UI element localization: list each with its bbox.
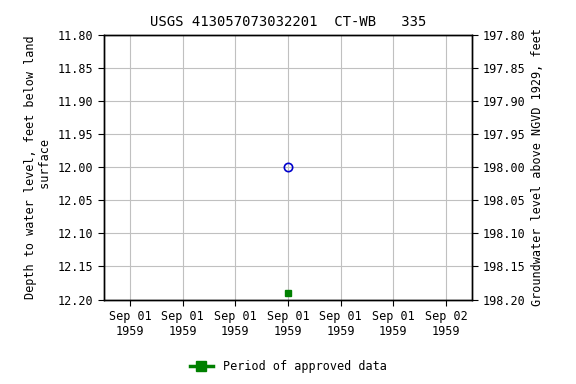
Y-axis label: Groundwater level above NGVD 1929, feet: Groundwater level above NGVD 1929, feet xyxy=(531,28,544,306)
Legend: Period of approved data: Period of approved data xyxy=(185,356,391,378)
Y-axis label: Depth to water level, feet below land
 surface: Depth to water level, feet below land su… xyxy=(24,35,52,299)
Title: USGS 413057073032201  CT-WB   335: USGS 413057073032201 CT-WB 335 xyxy=(150,15,426,29)
